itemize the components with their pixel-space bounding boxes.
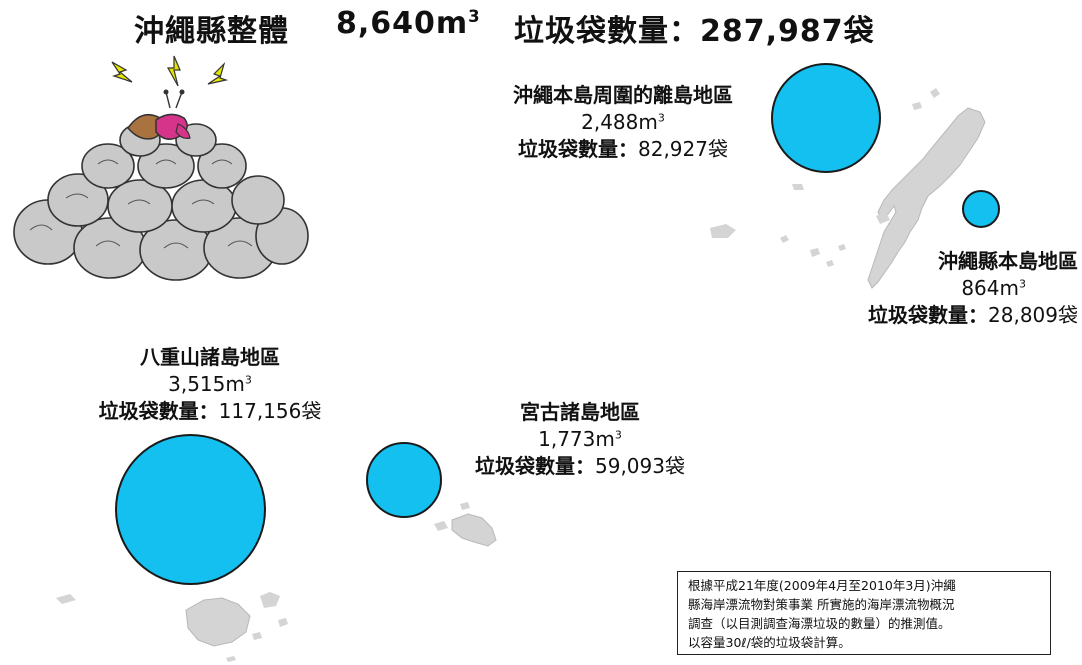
- region-bags-value: 59,093袋: [595, 454, 685, 478]
- region-volume-unit-sup: 3: [244, 373, 252, 387]
- region-bags: 垃圾袋數量：117,156袋: [70, 398, 350, 425]
- islet: [826, 260, 834, 267]
- title-volume: 8,640m3: [336, 6, 481, 41]
- islet: [56, 594, 76, 604]
- islet: [460, 502, 470, 510]
- circle-surrounding-islands: [771, 63, 881, 173]
- region-name: 宮古諸島地區: [520, 400, 640, 424]
- islet: [912, 102, 922, 110]
- region-volume-value: 864: [961, 276, 1000, 300]
- islet: [810, 248, 820, 257]
- region-bags: 垃圾袋數量：82,927袋: [488, 136, 758, 163]
- region-volume-unit: m: [225, 372, 245, 396]
- region-name: 沖繩本島周圍的離島地區: [513, 83, 733, 107]
- islet: [876, 212, 890, 224]
- region-bags-value: 28,809袋: [988, 303, 1078, 327]
- label-surrounding-islands: 沖繩本島周圍的離島地區 2,488m3 垃圾袋數量：82,927袋: [488, 82, 758, 163]
- title-bags-prefix: 垃圾袋數量：: [514, 14, 700, 49]
- region-volume-value: 3,515: [168, 372, 226, 396]
- islet: [780, 235, 789, 243]
- region-volume-unit-sup: 3: [614, 428, 622, 442]
- title-region: 沖繩縣整體: [134, 14, 289, 49]
- islet: [252, 632, 262, 640]
- region-bags-label: 垃圾袋數量：: [868, 303, 989, 327]
- circle-miyako: [366, 442, 442, 518]
- title-volume-unit: m: [435, 6, 469, 41]
- region-volume-unit-sup: 3: [657, 111, 665, 125]
- region-name: 八重山諸島地區: [140, 345, 280, 369]
- region-volume: 1,773m3: [450, 426, 710, 453]
- region-volume: 3,515m3: [70, 371, 350, 398]
- region-volume: 2,488m3: [488, 109, 758, 136]
- region-bags-label: 垃圾袋數量：: [98, 399, 219, 423]
- region-volume-unit: m: [595, 427, 615, 451]
- region-bags-label: 垃圾袋數量：: [518, 137, 638, 161]
- region-volume: 864m3: [828, 275, 1078, 302]
- region-name: 沖繩縣本島地區: [938, 249, 1078, 273]
- note-line: 根據平成21年度(2009年4月至2010年3月)沖繩: [688, 578, 956, 593]
- circle-main-island: [962, 190, 1000, 228]
- hermit-crab-illustration: [127, 89, 191, 140]
- islet: [710, 224, 736, 238]
- label-yaeyama: 八重山諸島地區 3,515m3 垃圾袋數量：117,156袋: [70, 344, 350, 425]
- title-volume-value: 8,640: [336, 6, 436, 41]
- okinawa-main-island: [867, 107, 986, 289]
- label-miyako: 宮古諸島地區 1,773m3 垃圾袋數量：59,093袋: [450, 399, 710, 480]
- note-line: 以容量30ℓ/袋的垃圾袋計算。: [688, 635, 851, 650]
- region-bags: 垃圾袋數量：59,093袋: [450, 453, 710, 480]
- title-bags-value: 287,987袋: [700, 14, 875, 49]
- islet: [278, 618, 288, 627]
- region-bags-value: 82,927袋: [638, 137, 728, 161]
- region-bags: 垃圾袋數量：28,809袋: [828, 302, 1078, 329]
- region-bags-value: 117,156袋: [218, 399, 322, 423]
- note-line: 調查（以目測調查海漂垃圾的數量）的推測值。: [688, 616, 951, 631]
- region-volume-unit: m: [999, 276, 1019, 300]
- islet: [260, 592, 280, 608]
- title-volume-unit-sup: 3: [468, 7, 481, 26]
- region-volume-value: 2,488: [581, 110, 639, 134]
- region-volume-unit: m: [638, 110, 658, 134]
- note-line: 縣海岸漂流物對策事業 所實施的海岸漂流物概況: [688, 597, 955, 612]
- islet: [226, 656, 236, 662]
- title-bags: 垃圾袋數量：287,987袋: [514, 6, 875, 50]
- islet: [838, 244, 846, 251]
- yaeyama-island: [185, 597, 251, 647]
- lightning-icon: [111, 55, 229, 87]
- circle-yaeyama: [115, 434, 266, 585]
- label-main-island: 沖繩縣本島地區 864m3 垃圾袋數量：28,809袋: [828, 248, 1078, 329]
- region-volume-value: 1,773: [538, 427, 596, 451]
- miyako-island: [451, 513, 497, 547]
- garbage-bag-pile-illustration: [13, 123, 309, 281]
- islet: [792, 184, 804, 190]
- region-volume-unit-sup: 3: [1019, 277, 1026, 291]
- islet: [434, 521, 448, 531]
- source-note: 根據平成21年度(2009年4月至2010年3月)沖繩 縣海岸漂流物對策事業 所…: [677, 571, 1051, 655]
- region-bags-label: 垃圾袋數量：: [475, 454, 595, 478]
- islet: [930, 88, 940, 98]
